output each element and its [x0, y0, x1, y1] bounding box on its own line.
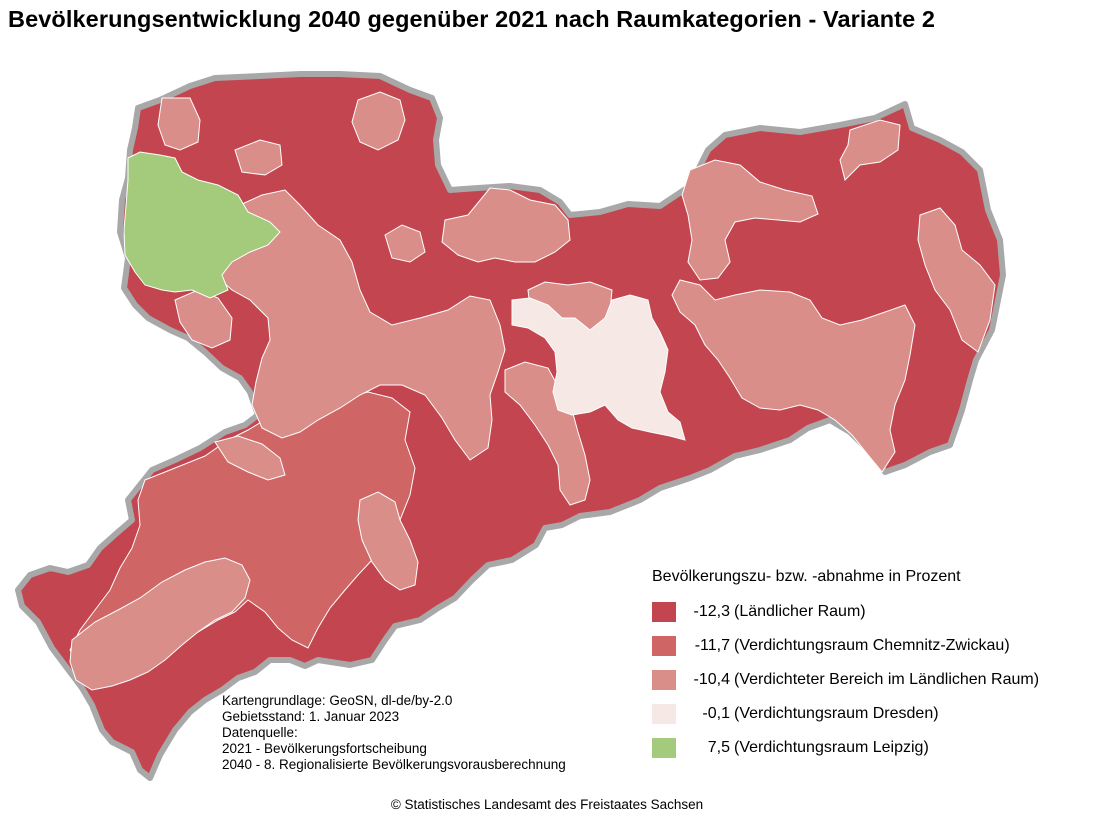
region-verdichteter-bereich — [671, 279, 916, 473]
region-dresden — [511, 294, 686, 441]
legend-value: -10,4 — [693, 671, 730, 688]
region-verdichteter-bereich — [357, 491, 419, 591]
source-line: Datenquelle: — [222, 725, 298, 740]
legend-value: -11,7 — [694, 637, 730, 654]
region-verdichteter-bereich — [69, 557, 251, 691]
legend-value: -0,1 — [702, 705, 730, 722]
region-verdichteter-bereich — [917, 207, 996, 353]
map-title: Bevölkerungsentwicklung 2040 gegenüber 2… — [8, 6, 936, 32]
legend-title: Bevölkerungszu- bzw. -abnahme in Prozent — [652, 568, 961, 585]
source-line: 2021 - Bevölkerungsfortscheibung — [222, 741, 427, 756]
legend-label: (Verdichteter Bereich im Ländlichen Raum… — [734, 671, 1040, 688]
copyright: © Statistisches Landesamt des Freistaate… — [390, 797, 704, 812]
source-notes: Kartengrundlage: GeoSN, dl-de/by-2.0 Geb… — [222, 693, 566, 773]
legend-item: -0,1 (Verdichtungsraum Dresden) — [652, 704, 1082, 724]
region-verdichteter-bereich — [157, 97, 201, 151]
legend-swatch — [652, 636, 676, 656]
legend-item: 7,5 (Verdichtungsraum Leipzig) — [652, 738, 1082, 758]
region-verdichteter-bereich — [234, 139, 283, 176]
source-line: Kartengrundlage: GeoSN, dl-de/by-2.0 — [222, 693, 453, 708]
region-verdichteter-bereich — [681, 159, 819, 281]
legend-value: 7,5 — [707, 739, 730, 756]
legend-item: -10,4 (Verdichteter Bereich im Ländliche… — [652, 670, 1082, 690]
source-line: 2040 - 8. Regionalisierte Bevölkerungsvo… — [222, 757, 566, 772]
legend-label: (Verdichtungsraum Leipzig) — [734, 739, 929, 756]
legend-items: -12,3 (Ländlicher Raum) -11,7 (Verdichtu… — [652, 602, 1082, 758]
legend-swatch — [652, 704, 676, 724]
region-verdichteter-bereich — [214, 435, 286, 481]
region-verdichteter-bereich — [351, 91, 406, 151]
legend-item: -11,7 (Verdichtungsraum Chemnitz-Zwickau… — [652, 636, 1082, 656]
legend: Bevölkerungszu- bzw. -abnahme in Prozent… — [652, 568, 1082, 772]
legend-label: (Verdichtungsraum Chemnitz-Zwickau) — [734, 637, 1010, 654]
region-verdichteter-bereich — [441, 187, 571, 263]
source-line: Gebietsstand: 1. Januar 2023 — [222, 709, 400, 724]
region-verdichteter-bereich — [384, 224, 426, 263]
legend-value: -12,3 — [693, 603, 730, 620]
legend-swatch — [652, 738, 676, 758]
legend-label: (Ländlicher Raum) — [734, 603, 866, 620]
region-verdichteter-bereich — [839, 119, 901, 181]
legend-swatch — [652, 602, 676, 622]
legend-item: -12,3 (Ländlicher Raum) — [652, 602, 1082, 622]
region-verdichteter-bereich — [214, 189, 506, 461]
region-leipzig — [123, 151, 281, 299]
legend-label: (Verdichtungsraum Dresden) — [734, 705, 939, 722]
legend-swatch — [652, 670, 676, 690]
